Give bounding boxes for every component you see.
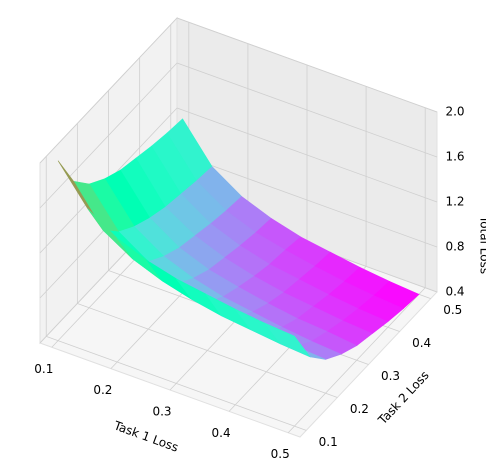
z-tick-label: 2.0 bbox=[445, 105, 464, 119]
x-tick-label: 0.1 bbox=[34, 362, 53, 376]
z-tick-label: 1.2 bbox=[445, 195, 464, 209]
grid-line bbox=[77, 303, 338, 398]
grid-line bbox=[176, 17, 438, 113]
y-tick-label: 0.1 bbox=[319, 435, 338, 449]
grid-line bbox=[39, 62, 178, 209]
x-tick-label: 0.5 bbox=[271, 447, 290, 461]
grid-line bbox=[176, 152, 438, 248]
z-tick-label: 0.4 bbox=[445, 285, 464, 299]
y-tick-label: 0.4 bbox=[412, 336, 431, 350]
grid-line bbox=[176, 62, 438, 158]
y-tick-label: 0.5 bbox=[443, 303, 462, 317]
grid-line bbox=[39, 17, 178, 164]
y-tick-label: 0.2 bbox=[350, 402, 369, 416]
z-tick-label: 0.8 bbox=[445, 240, 464, 254]
grid-line bbox=[46, 336, 307, 431]
x-axis-label: Task 1 Loss bbox=[111, 418, 180, 455]
x-tick-label: 0.3 bbox=[152, 405, 171, 419]
z-axis-label: Total Loss bbox=[478, 215, 486, 274]
x-tick-label: 0.2 bbox=[93, 383, 112, 397]
y-tick-label: 0.3 bbox=[381, 369, 400, 383]
surface-patch bbox=[263, 322, 311, 358]
grid-line bbox=[176, 107, 438, 203]
x-tick-label: 0.4 bbox=[212, 426, 231, 440]
z-tick-label: 1.6 bbox=[445, 150, 464, 164]
